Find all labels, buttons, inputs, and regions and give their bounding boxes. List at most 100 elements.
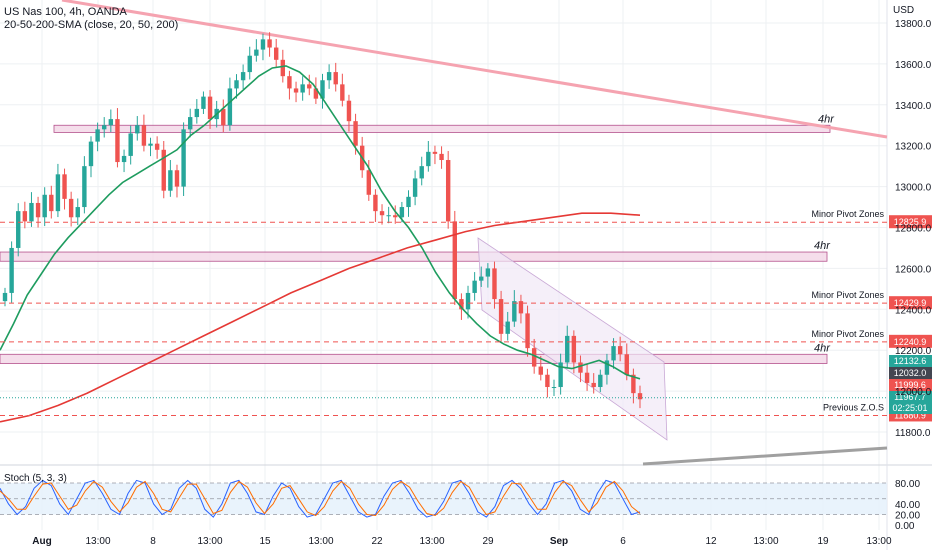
candle-body <box>95 129 100 142</box>
candle-body <box>624 354 629 375</box>
candle-body <box>366 170 372 195</box>
candle-body <box>267 39 272 48</box>
candle-body <box>35 202 41 218</box>
candle-body <box>2 292 8 302</box>
candle-body <box>273 47 279 60</box>
candle-body <box>280 59 286 77</box>
candle-body <box>115 119 120 163</box>
price-axis-tick: 12600.0 <box>895 264 932 275</box>
stoch-k-line <box>0 479 641 518</box>
time-axis-tick: 13:00 <box>866 536 891 547</box>
candle-body <box>326 72 332 81</box>
sma-indicator-label[interactable]: 20-50-200-SMA (close, 20, 50, 200) <box>4 19 179 31</box>
stoch-axis-tick: 80.00 <box>895 479 920 490</box>
candle-body <box>584 372 590 383</box>
axis-layer: USD 13800.0 13600.0 13400.0 13200.0 13000.0 12… <box>32 5 931 547</box>
pivot-level-label: Previous Z.O.S <box>823 402 884 412</box>
candle-body <box>82 166 87 208</box>
candle-body <box>439 153 444 161</box>
sma200-line <box>0 212 641 423</box>
candle-layer <box>2 32 643 409</box>
candle-body <box>168 170 173 191</box>
candle-body <box>207 96 213 120</box>
candle-body <box>181 129 186 187</box>
candle-body <box>154 143 160 150</box>
stoch-axis-tick: 20.00 <box>895 511 920 522</box>
zone-label: 4hr <box>814 342 831 354</box>
candle-body <box>538 366 543 375</box>
candle-body <box>551 387 557 389</box>
candle-body <box>75 207 80 218</box>
stoch-d-line <box>0 480 641 517</box>
candle-body <box>492 268 497 300</box>
candle-body <box>141 125 147 146</box>
pivot-level-badge <box>889 334 932 348</box>
candle-body <box>426 151 431 167</box>
sma-layer <box>0 65 641 423</box>
candle-body <box>545 374 550 388</box>
pivot-level-badge <box>889 296 932 310</box>
pivot-level-badge-text: 12429.9 <box>894 298 927 308</box>
candle-body <box>479 276 484 281</box>
candle-body <box>102 125 107 130</box>
candle-body <box>353 121 358 146</box>
sma20-line <box>0 65 641 380</box>
time-axis-tick: 29 <box>482 536 494 547</box>
candle-body <box>386 215 391 217</box>
time-axis-tick: 13:00 <box>85 536 110 547</box>
price-badge <box>889 391 932 403</box>
candle-body <box>465 292 471 310</box>
candle-body <box>505 321 510 334</box>
candle-body <box>260 39 266 50</box>
rising-support-line <box>642 446 888 466</box>
price-axis-tick: 12000.0 <box>895 387 932 398</box>
candle-body <box>485 268 491 277</box>
candle-body <box>498 299 504 334</box>
candle-body <box>432 151 438 154</box>
candle-body <box>128 133 133 156</box>
price-badge <box>889 379 932 391</box>
trend-layer <box>61 0 888 466</box>
price-badge-text: 12032.0 <box>894 368 927 378</box>
price-axis-tick: 12200.0 <box>895 346 932 357</box>
candle-body <box>604 360 610 375</box>
chart-symbol-title[interactable]: US Nas 100, 4h, OANDA <box>4 6 127 18</box>
pivot-level-badge-text: 11880.9 <box>894 410 926 420</box>
price-axis-tick: 13400.0 <box>895 101 932 112</box>
price-axis-tick: 13000.0 <box>895 183 932 194</box>
time-axis-tick: 22 <box>371 536 383 547</box>
time-axis-tick: Sep <box>550 536 568 547</box>
time-axis-tick: 15 <box>259 536 271 547</box>
stoch-indicator-label[interactable]: Stoch (5, 3, 3) <box>4 473 67 484</box>
candle-body <box>42 194 47 218</box>
candle-body <box>161 149 166 191</box>
price-badge-text: 11967.7 <box>894 392 926 402</box>
stoch-axis-tick: 40.00 <box>895 500 920 511</box>
time-axis-tick: Aug <box>32 536 51 547</box>
candle-body <box>108 119 114 126</box>
stoch-axis-tick: 0.00 <box>895 521 915 532</box>
candle-body <box>412 178 418 197</box>
candle-body <box>247 55 252 73</box>
level-layer: Minor Pivot Zones 12825.9 Minor Pivot Zone… <box>0 209 932 422</box>
candle-body <box>452 221 457 300</box>
candle-body <box>88 141 94 167</box>
price-axis-unit: USD <box>893 5 914 16</box>
candle-body <box>320 80 325 99</box>
candle-body <box>617 346 623 355</box>
price-axis-tick: 13800.0 <box>895 19 932 30</box>
price-badge <box>889 355 932 367</box>
candle-body <box>227 88 233 126</box>
candle-body <box>29 202 34 222</box>
candle-body <box>531 348 537 367</box>
candle-body <box>611 346 616 361</box>
candle-body <box>399 207 405 218</box>
candle-body <box>9 247 14 293</box>
candle-body <box>419 166 424 179</box>
price-axis-tick: 12800.0 <box>895 224 932 235</box>
pivot-level-label: Minor Pivot Zones <box>811 209 884 219</box>
candle-body <box>631 374 636 394</box>
